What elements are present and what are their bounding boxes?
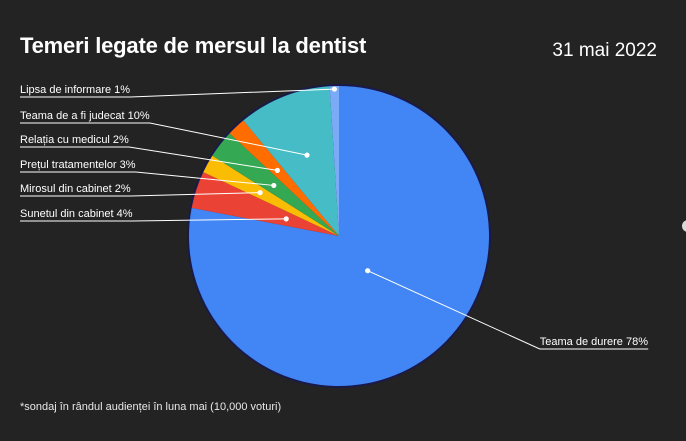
chart-date: 31 mai 2022 (552, 40, 657, 61)
slice-label: Teama de durere 78% (540, 336, 648, 348)
pie-slice[interactable] (329, 86, 339, 236)
pie-slice[interactable] (229, 120, 339, 236)
footnote: *sondaj în rândul audienței în luna mai … (20, 401, 282, 413)
pie-slice[interactable] (188, 86, 489, 386)
leader-dot (257, 190, 263, 196)
leader-line (20, 88, 335, 98)
slice-label: Sunetul din cabinet 4% (20, 208, 133, 220)
scroll-handle[interactable] (682, 220, 686, 232)
slice-label: Teama de a fi judecat 10% (20, 110, 150, 122)
slice-label: Lipsa de informare 1% (20, 84, 130, 96)
leader-line (367, 270, 649, 350)
leader-line (20, 122, 308, 156)
pie-slices (187, 84, 491, 388)
leader-dot (331, 86, 337, 92)
chart-title: Temeri legate de mersul la dentist (20, 33, 367, 58)
pie-slice[interactable] (191, 172, 339, 236)
leader-line (20, 146, 278, 171)
pie-callouts: Teama de durere 78% Sunetul din cabinet 4… (20, 84, 649, 350)
slice-label: Relația cu medicul 2% (20, 134, 129, 146)
leader-dot (274, 167, 280, 173)
leader-dot (365, 268, 371, 274)
leader-dot (304, 152, 310, 158)
pie-slice[interactable] (243, 86, 339, 236)
leader-dot (283, 216, 289, 222)
leader-line (20, 218, 287, 222)
leader-line (20, 192, 261, 197)
slice-label: Mirosul din cabinet 2% (20, 183, 131, 195)
pie-slice[interactable] (203, 155, 339, 236)
leader-line (20, 171, 274, 186)
slice-label: Prețul tratamentelor 3% (20, 159, 136, 171)
leader-dot (271, 182, 277, 189)
